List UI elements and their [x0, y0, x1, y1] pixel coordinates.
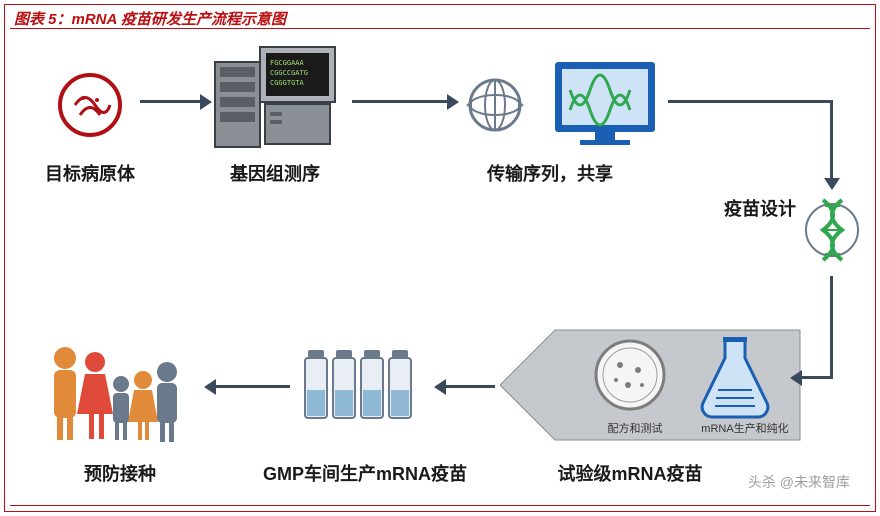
trial-label: 试验级mRNA疫苗 — [530, 460, 730, 486]
sequencing-icon: FGCGGAAA CGGCCGATG CGGGTGTA — [210, 42, 340, 152]
arrow-6 — [215, 385, 290, 388]
arrow-4-head — [790, 370, 802, 386]
figure-title: 图表 5：mRNA 疫苗研发生产流程示意图 — [14, 8, 286, 29]
arrow-1-head — [200, 94, 212, 110]
pathogen-icon — [55, 70, 125, 140]
vaccinate-icon — [45, 340, 195, 450]
arrow-1 — [140, 100, 200, 103]
transmit-icon — [460, 50, 660, 150]
bottom-rule — [10, 505, 870, 506]
arrow-4 — [830, 276, 833, 376]
gmp-label: GMP车间生产mRNA疫苗 — [250, 460, 480, 486]
formula-label: 配方和测试 — [600, 420, 670, 436]
pathogen-label: 目标病原体 — [40, 160, 140, 186]
arrow-2 — [352, 100, 447, 103]
arrow-3a — [668, 100, 833, 103]
vaccinate-label: 预防接种 — [60, 460, 180, 486]
arrow-3b — [830, 100, 833, 180]
watermark: 头杀 @未来智库 — [748, 472, 850, 492]
arrow-2-head — [447, 94, 459, 110]
production-label: mRNA生产和纯化 — [700, 420, 790, 436]
arrow-5-head — [434, 379, 446, 395]
gmp-icon — [300, 350, 420, 440]
top-rule — [10, 28, 870, 29]
svg-text:CGGCCGATG: CGGCCGATG — [270, 69, 308, 77]
design-icon — [805, 188, 860, 273]
svg-text:CGGGTGTA: CGGGTGTA — [270, 79, 305, 87]
arrow-5 — [445, 385, 495, 388]
sequencing-label: 基因组测序 — [210, 160, 340, 186]
design-label: 疫苗设计 — [720, 195, 800, 221]
arrow-4b — [800, 376, 833, 379]
arrow-6-head — [204, 379, 216, 395]
svg-text:FGCGGAAA: FGCGGAAA — [270, 59, 305, 67]
arrow-3-head — [824, 178, 840, 190]
transmit-label: 传输序列，共享 — [460, 160, 640, 186]
